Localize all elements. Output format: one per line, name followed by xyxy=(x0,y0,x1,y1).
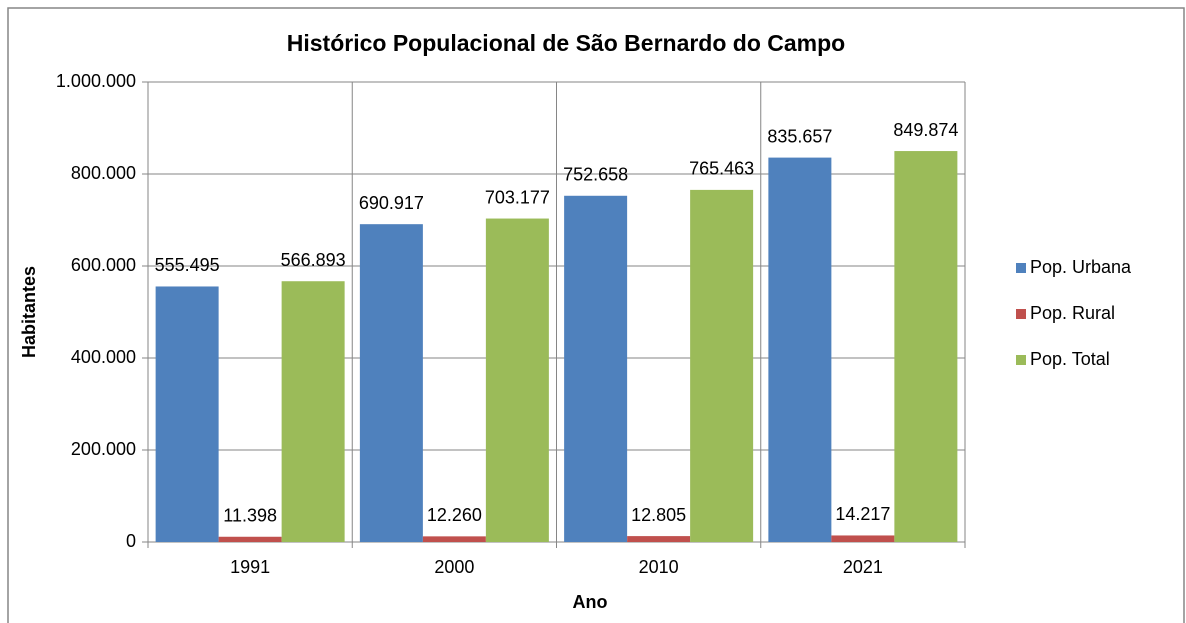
legend-label: Pop. Rural xyxy=(1030,303,1115,323)
y-tick-label: 200.000 xyxy=(71,439,136,459)
x-tick-label: 1991 xyxy=(230,557,270,577)
data-label: 11.398 xyxy=(223,506,277,526)
data-label: 12.260 xyxy=(427,505,482,525)
bar xyxy=(690,189,754,542)
y-axis-title: Habitantes xyxy=(19,266,39,358)
y-tick-label: 400.000 xyxy=(71,347,136,367)
data-label: 690.917 xyxy=(359,193,424,213)
legend-swatch xyxy=(1016,263,1026,273)
y-tick-label: 1.000.000 xyxy=(56,71,136,91)
x-tick-label: 2010 xyxy=(639,557,679,577)
data-label: 703.177 xyxy=(485,187,550,207)
data-label: 12.805 xyxy=(631,505,686,525)
x-axis-title: Ano xyxy=(573,592,608,612)
bar xyxy=(422,536,486,542)
x-tick-label: 2000 xyxy=(434,557,474,577)
bar xyxy=(281,281,345,542)
bar xyxy=(627,536,691,542)
data-label: 752.658 xyxy=(563,165,628,185)
bar xyxy=(359,224,423,543)
legend-label: Pop. Total xyxy=(1030,349,1110,369)
bar xyxy=(218,536,282,542)
data-label: 849.874 xyxy=(893,120,958,140)
bar xyxy=(768,157,832,542)
legend-swatch xyxy=(1016,355,1026,365)
legend-swatch xyxy=(1016,309,1026,319)
chart-title: Histórico Populacional de São Bernardo d… xyxy=(287,30,845,56)
bar xyxy=(564,195,628,542)
data-label: 14.217 xyxy=(835,504,890,524)
data-label: 835.657 xyxy=(767,126,832,146)
data-label: 555.495 xyxy=(155,255,220,275)
y-tick-label: 600.000 xyxy=(71,255,136,275)
x-tick-label: 2021 xyxy=(843,557,883,577)
data-label: 765.463 xyxy=(689,159,754,179)
bar xyxy=(894,151,958,542)
data-label: 566.893 xyxy=(281,250,346,270)
bar xyxy=(155,286,219,542)
y-tick-label: 0 xyxy=(126,531,136,551)
legend-label: Pop. Urbana xyxy=(1030,257,1132,277)
bar xyxy=(485,218,549,542)
y-tick-label: 800.000 xyxy=(71,163,136,183)
bar xyxy=(831,535,895,542)
